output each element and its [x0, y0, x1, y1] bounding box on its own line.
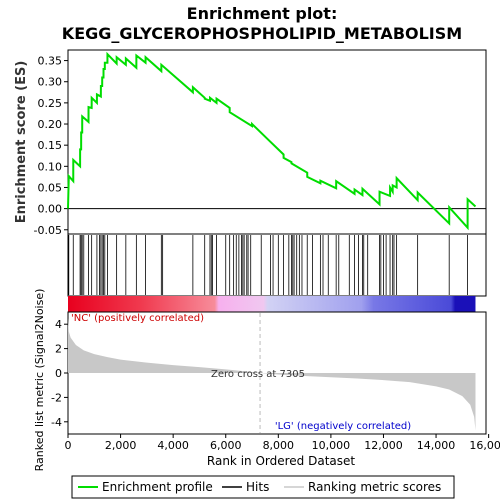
ranking-color-bar — [68, 296, 476, 312]
es-plot-frame — [67, 49, 487, 235]
zero-cross-annotation: Zero cross at 7305 — [211, 369, 305, 380]
es-y-tick-label: 0.35 — [38, 55, 63, 68]
chart-title-line1: Enrichment plot: — [187, 4, 338, 23]
es-y-tick-label: 0.15 — [38, 139, 63, 152]
es-y-tick-label: 0.05 — [38, 181, 63, 194]
rank-gradient — [68, 296, 476, 312]
positive-correlation-label: 'NC' (positively correlated) — [71, 313, 204, 324]
es-y-ticks: -0.05 0.00 0.05 0.10 0.15 0.20 0.25 0.30 0.35 — [34, 55, 68, 237]
metric-y-axis-label: Ranked list metric (Signal2Noise) — [33, 289, 46, 472]
negative-correlation-label: 'LG' (negatively correlated) — [275, 421, 411, 432]
x-tick-label: 6,000 — [210, 439, 242, 452]
enrichment-profile-line — [67, 51, 477, 231]
es-y-tick-label: 0.25 — [38, 97, 63, 110]
legend-hits: Hits — [246, 480, 269, 494]
es-y-tick-label: -0.05 — [34, 224, 62, 237]
es-y-tick-label: 0.20 — [38, 118, 63, 131]
ranking-metric-area — [68, 318, 476, 431]
es-panel: -0.05 0.00 0.05 0.10 0.15 0.20 0.25 0.30 0.35 En… — [14, 49, 487, 237]
x-tick-label: 16,000 — [469, 439, 500, 452]
metric-y-ticks: -4 -2 0 2 4 — [51, 318, 68, 429]
x-tick-label: 12,000 — [364, 439, 403, 452]
metric-y-tick-label: 0 — [55, 367, 62, 380]
legend-enrichment-profile: Enrichment profile — [102, 480, 213, 494]
es-y-tick-label: 0.00 — [38, 203, 63, 216]
x-tick-label: 4,000 — [157, 439, 189, 452]
x-axis-label: Rank in Ordered Dataset — [207, 454, 355, 468]
metric-y-tick-label: -2 — [51, 391, 62, 404]
x-axis-ticks: 0 2,000 4,000 6,000 8,000 10,000 12,000 14,000 1… — [65, 434, 500, 452]
legend-box — [71, 475, 455, 499]
es-y-tick-label: 0.10 — [38, 160, 63, 173]
legend: Enrichment profile Hits Ranking metric s… — [71, 475, 455, 499]
metric-y-tick-label: 4 — [55, 318, 62, 331]
es-y-axis-label: Enrichment score (ES) — [14, 61, 29, 224]
x-tick-label: 10,000 — [312, 439, 351, 452]
legend-ranking-metric-scores: Ranking metric scores — [308, 480, 441, 494]
x-tick-label: 14,000 — [417, 439, 456, 452]
chart-title-line2: KEGG_GLYCEROPHOSPHOLIPID_METABOLISM — [62, 24, 462, 43]
hits-panel — [67, 233, 487, 297]
x-tick-label: 8,000 — [263, 439, 295, 452]
es-y-tick-label: 0.30 — [38, 76, 63, 89]
metric-y-tick-label: 2 — [55, 343, 62, 356]
hits-frame — [67, 233, 487, 297]
metric-panel: -4 -2 0 2 4 'NC' (positively correlated) Zer… — [33, 289, 487, 472]
x-tick-label: 0 — [65, 439, 72, 452]
x-tick-label: 2,000 — [105, 439, 137, 452]
hit-marks — [68, 235, 468, 295]
metric-y-tick-label: -4 — [51, 416, 62, 429]
